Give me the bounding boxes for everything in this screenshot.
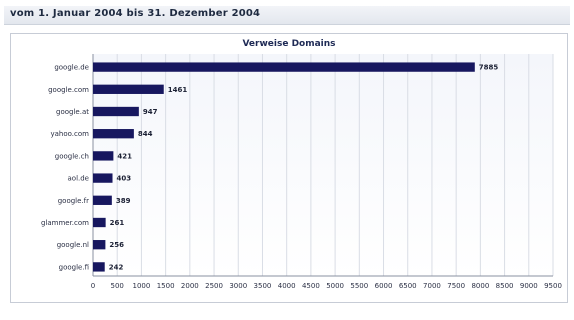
value-label: 261 (110, 219, 125, 227)
bar-google-fr (93, 195, 112, 205)
x-tick-label: 2500 (205, 282, 223, 290)
x-tick-label: 500 (111, 282, 124, 290)
x-tick-label: 5500 (350, 282, 368, 290)
x-tick-label: 3500 (254, 282, 272, 290)
value-label: 403 (117, 175, 132, 183)
value-label: 1461 (168, 86, 188, 94)
bar-google-ch (93, 151, 114, 161)
category-label: google.de (54, 64, 89, 72)
chart-title: Verweise Domains (242, 39, 335, 49)
x-tick-label: 4000 (278, 282, 296, 290)
bar-yahoo-com (93, 129, 134, 139)
x-tick-label: 8500 (496, 282, 514, 290)
value-label: 421 (117, 152, 132, 160)
chart-panel: Verweise Domains google.de 7885 google.com 1… (10, 33, 568, 303)
x-tick-label: 5000 (326, 282, 344, 290)
x-tick-label: 2000 (181, 282, 199, 290)
category-label: google.ch (55, 152, 89, 160)
bar-google-com (93, 84, 164, 94)
category-label: google.fi (59, 263, 89, 271)
value-label: 256 (109, 241, 124, 249)
category-label: aol.de (68, 175, 90, 183)
x-tick-label: 6000 (375, 282, 393, 290)
x-tick-label: 6500 (399, 282, 417, 290)
bar-google-fi (93, 262, 105, 272)
value-label: 242 (109, 263, 124, 271)
x-tick-label: 3000 (229, 282, 247, 290)
category-label: google.at (56, 108, 89, 116)
x-tick-label: 4500 (302, 282, 320, 290)
value-label: 947 (143, 108, 158, 116)
category-label: yahoo.com (51, 130, 90, 138)
plot-area (93, 54, 553, 276)
referring-domains-chart: Verweise Domains google.de 7885 google.com 1… (41, 39, 562, 290)
x-tick-label: 0 (91, 282, 95, 290)
x-tick-label: 1000 (133, 282, 151, 290)
date-range-text: vom 1. Januar 2004 bis 31. Dezember 2004 (10, 8, 261, 19)
value-label: 844 (138, 130, 153, 138)
category-label: google.com (48, 86, 89, 94)
x-tick-label: 7500 (447, 282, 465, 290)
bar-google-at (93, 106, 139, 117)
bar-google-de (93, 62, 475, 72)
x-tick-label: 1500 (157, 282, 175, 290)
category-label: glammer.com (41, 219, 89, 227)
x-tick-label: 9500 (544, 282, 562, 290)
bar-aol-de (93, 173, 113, 183)
value-label: 389 (116, 197, 131, 205)
date-range-bar: vom 1. Januar 2004 bis 31. Dezember 2004 (4, 6, 570, 25)
bar-google-nl (93, 240, 106, 250)
category-label: google.fr (58, 197, 89, 205)
x-tick-label: 9000 (520, 282, 538, 290)
x-tick-label: 8000 (471, 282, 489, 290)
bar-glammer-com (93, 217, 106, 228)
category-label: google.nl (57, 241, 89, 249)
value-label: 7885 (479, 64, 499, 72)
x-tick-label: 7000 (423, 282, 441, 290)
